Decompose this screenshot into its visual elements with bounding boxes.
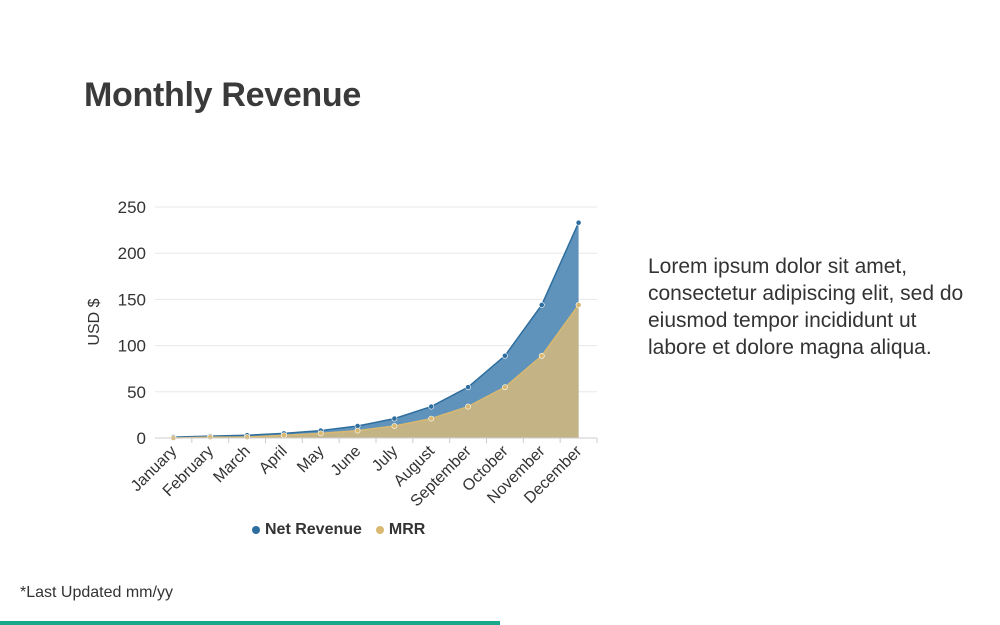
y-tick-label: 50: [127, 383, 146, 402]
legend-dot-icon: [252, 526, 260, 534]
x-tick-label: July: [369, 443, 401, 475]
data-point: [281, 432, 287, 439]
data-point: [317, 430, 324, 437]
y-tick-label: 150: [118, 290, 146, 309]
y-tick-label: 200: [118, 244, 146, 263]
y-tick-label: 0: [137, 429, 146, 448]
data-point: [391, 423, 398, 429]
data-point: [538, 302, 545, 308]
x-tick-label: June: [328, 443, 365, 480]
data-point: [207, 434, 214, 440]
page-title: Monthly Revenue: [84, 76, 361, 114]
data-point: [244, 434, 250, 440]
data-point: [502, 384, 508, 391]
chart-areas: [173, 222, 580, 439]
data-point: [502, 352, 508, 359]
y-tick-label: 100: [118, 337, 146, 356]
area-net-revenue: [173, 222, 579, 438]
data-point: [391, 415, 398, 422]
data-point: [538, 352, 545, 359]
chart-legend: Net Revenue MRR: [252, 521, 425, 539]
legend-label-mrr: MRR: [388, 521, 426, 538]
line-net-revenue: [173, 222, 580, 438]
x-tick-label: March: [210, 443, 253, 486]
line-mrr: [173, 304, 580, 439]
legend-item-net-revenue: Net Revenue: [252, 521, 362, 539]
legend-item-mrr: MRR: [375, 521, 426, 539]
x-tick-label: May: [294, 443, 327, 476]
y-tick-label: 250: [118, 198, 146, 217]
area-mrr: [173, 304, 579, 438]
data-point: [575, 302, 582, 308]
data-point: [465, 384, 471, 391]
description-text: Lorem ipsum dolor sit amet, consectetur …: [648, 255, 964, 359]
x-tick-label: April: [256, 443, 291, 478]
data-point: [465, 403, 471, 410]
data-point: [428, 403, 435, 410]
last-updated-note: *Last Updated mm/yy: [20, 584, 173, 601]
data-point: [428, 415, 435, 422]
y-axis-label: USD $: [86, 298, 103, 345]
legend-label-net-revenue: Net Revenue: [265, 521, 362, 538]
accent-bar: [0, 621, 500, 625]
data-point: [575, 219, 582, 226]
legend-dot-icon: [375, 526, 384, 534]
data-point: [354, 427, 361, 434]
